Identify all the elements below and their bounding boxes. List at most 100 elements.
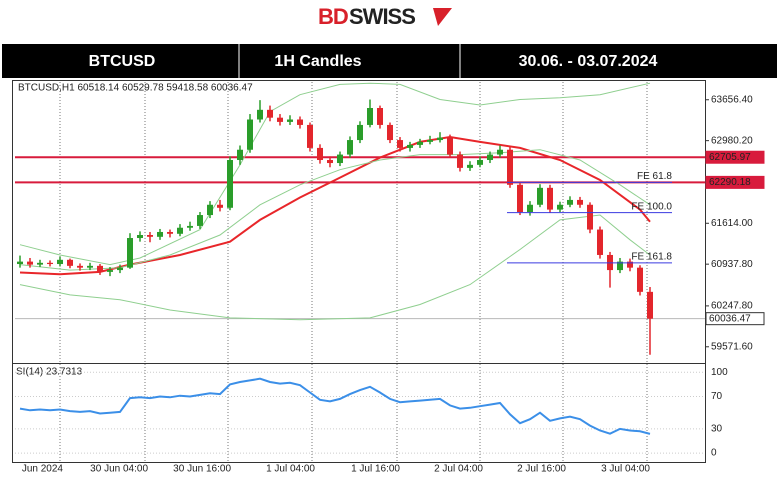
candle-body — [37, 262, 43, 265]
candle-body — [17, 261, 23, 265]
candle-body — [327, 160, 333, 164]
candle-body — [167, 231, 173, 234]
candle-body — [77, 265, 83, 268]
candle-body — [497, 149, 503, 155]
y-tick-label: 60937.80 — [711, 259, 753, 270]
overlay-line — [19, 149, 651, 271]
candle-body — [647, 291, 653, 319]
x-tick-label: 2 Jul 16:00 — [517, 464, 566, 475]
candle-body — [337, 154, 343, 164]
x-tick-label: Jun 2024 — [22, 464, 64, 475]
candle-body — [577, 199, 583, 205]
candle-body — [407, 144, 413, 148]
rsi-label: SI(14) 23.7313 — [16, 367, 83, 378]
x-tick-label: 1 Jul 16:00 — [351, 464, 400, 475]
x-tick-label: 2 Jul 04:00 — [434, 464, 483, 475]
y-tick-label: 59571.60 — [711, 341, 753, 352]
level-tag — [705, 175, 765, 189]
x-tick-label: 30 Jun 04:00 — [90, 464, 148, 475]
level-label: 60036.47 — [709, 313, 751, 324]
overlay-line — [19, 135, 651, 276]
candle-body — [267, 109, 273, 118]
candle-body — [227, 160, 233, 208]
level-label: 62290.18 — [709, 177, 751, 188]
candle-body — [527, 204, 533, 213]
plot-frame — [12, 80, 706, 463]
candle-body — [547, 187, 553, 210]
candle-body — [597, 229, 603, 255]
candle-body — [207, 204, 213, 216]
candle-body — [317, 147, 323, 161]
logo-mark — [433, 8, 452, 26]
candle-body — [557, 204, 563, 210]
candle-body — [247, 119, 253, 150]
candle-body — [537, 187, 543, 205]
candle-body — [367, 108, 373, 125]
candle-body — [177, 227, 183, 234]
rsi-tick-label: 30 — [711, 423, 723, 434]
rsi-tick-label: 70 — [711, 391, 723, 402]
overlay-line — [19, 214, 651, 321]
candle-body — [507, 149, 513, 185]
candle-body — [347, 140, 353, 155]
candle-body — [217, 204, 223, 208]
candle-body — [437, 137, 443, 141]
level-tag — [705, 312, 765, 326]
candle-body — [157, 231, 163, 237]
rsi-tick-label: 0 — [711, 448, 717, 459]
rsi-line — [19, 377, 651, 435]
candle-body — [307, 124, 313, 148]
candle-body — [257, 109, 263, 120]
y-tick-label: 62980.20 — [711, 135, 753, 146]
y-tick-label: 60247.80 — [711, 301, 753, 312]
logo-bd: BD — [318, 4, 348, 29]
candle-body — [107, 270, 113, 272]
candle-body — [57, 259, 63, 265]
candle-body — [67, 259, 73, 266]
info-line: BTCUSD,H1 60518.14 60529.78 59418.58 600… — [18, 83, 253, 94]
candle-body — [637, 267, 643, 292]
candle-body — [377, 108, 383, 125]
y-tick-label: 63656.40 — [711, 94, 753, 105]
candle-body — [137, 235, 143, 239]
candle-body — [627, 261, 633, 268]
header-timeframe: 1H Candles — [274, 53, 361, 70]
overlay-line — [19, 82, 651, 266]
logo-swiss: SWISS — [349, 4, 415, 29]
candle-body — [487, 154, 493, 161]
candle-body — [517, 184, 523, 213]
candle-body — [617, 261, 623, 271]
candle-body — [397, 140, 403, 148]
candle-body — [87, 265, 93, 268]
candle-body — [587, 204, 593, 230]
header-symbol: BTCUSD — [89, 53, 156, 70]
candle-body — [417, 141, 423, 145]
chart-layer: Jun 2024 30 Jun 04:00 30 Jun 16:00 1 Jul 04… — [15, 82, 765, 475]
candle-body — [187, 225, 193, 228]
candle-body — [457, 154, 463, 168]
candle-body — [27, 261, 33, 265]
candle-body — [287, 119, 293, 122]
level-label: 62705.97 — [709, 152, 751, 163]
y-tick-label: 61614.00 — [711, 218, 753, 229]
x-tick-label: 3 Jul 04:00 — [601, 464, 650, 475]
candle-body — [97, 265, 103, 272]
candle-body — [237, 149, 243, 161]
candle-body — [197, 215, 203, 226]
candle-body — [47, 262, 53, 265]
candle-body — [567, 199, 573, 205]
level-tag — [705, 150, 765, 164]
fibo-label: FE 100.0 — [631, 201, 672, 212]
candle-body — [427, 140, 433, 142]
candle-body — [117, 267, 123, 271]
fibo-label: FE 61.8 — [637, 171, 672, 182]
candle-body — [477, 160, 483, 165]
candle-body — [147, 235, 153, 237]
header-bar — [2, 44, 777, 78]
candle-body — [447, 137, 453, 155]
candle-body — [387, 124, 393, 141]
candle-body — [127, 238, 133, 268]
x-tick-label: 30 Jun 16:00 — [173, 464, 231, 475]
